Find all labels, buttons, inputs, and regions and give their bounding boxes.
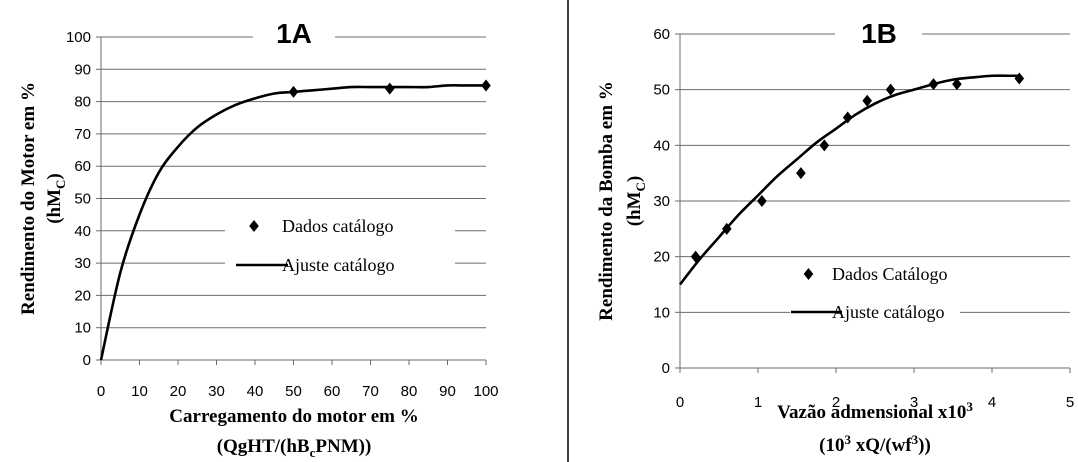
legend-label-dados: Dados Catálogo	[832, 264, 947, 284]
y-tick-label: 0	[662, 360, 670, 377]
data-point-dados-catalogo	[885, 83, 896, 96]
x-axis-label: Carregamento do motor em %	[169, 406, 418, 427]
x-tick-label: 60	[324, 383, 341, 400]
data-point-dados-catalogo	[952, 78, 962, 91]
x-tick-label: 90	[439, 383, 456, 400]
x-tick-label: 80	[401, 383, 418, 400]
legend-label-dados: Dados catálogo	[282, 216, 393, 236]
y-tick-label: 10	[653, 304, 670, 321]
x-axis-label-formula: (QgHT/(hBcPNM))	[217, 436, 372, 460]
legend-label-ajuste: Ajuste catálogo	[282, 255, 394, 275]
y-tick-label: 30	[74, 255, 91, 272]
panel-title: 1A	[276, 18, 312, 49]
y-tick-label: 20	[74, 287, 91, 304]
legend-marker-dados	[803, 268, 814, 280]
chart-panel-1b: 0 10 20 30 40 50 60 0 1 2 3 4 5 1B Dados Catálogo Ajust…	[596, 18, 1074, 456]
y-tick-label: 80	[74, 94, 91, 111]
y-axis-label: Rendimento do Motor em %	[18, 82, 39, 315]
y-tick-label: 70	[74, 126, 91, 143]
data-point-dados-catalogo	[1014, 72, 1025, 85]
x-tick-label: 4	[988, 394, 996, 411]
y-tick-label: 40	[653, 137, 670, 154]
y-tick-label: 50	[74, 191, 91, 208]
x-tick-label: 3	[910, 394, 918, 411]
y-tick-label: 30	[653, 193, 670, 210]
y-tick-label: 10	[74, 320, 91, 337]
x-axis-label: Vazão admensional x103	[777, 399, 973, 423]
y-axis-label-symbol: (hMC)	[624, 176, 648, 227]
y-tick-label: 100	[66, 29, 91, 46]
x-axis-label-formula: (103 xQ/(wf3))	[819, 432, 931, 456]
chart-panel-1a: 0 10 20 30 40 50 60 70 80 90 100 0 10 20 30 40 50 60 70 80 9…	[18, 18, 499, 460]
x-tick-label: 5	[1066, 394, 1074, 411]
legend-marker-dados	[249, 220, 259, 232]
y-tick-label: 60	[653, 26, 670, 43]
y-axis-label: Rendimento da Bomba em %	[596, 81, 617, 321]
x-tick-label: 10	[131, 383, 148, 400]
x-tick-label: 70	[362, 383, 379, 400]
y-tick-label: 20	[653, 249, 670, 266]
panel-title: 1B	[861, 18, 897, 49]
data-point-dados-catalogo	[862, 94, 872, 107]
y-axis-label-symbol: (hMC)	[44, 173, 68, 224]
x-tick-label: 40	[247, 383, 264, 400]
data-point-dados-catalogo	[819, 139, 830, 152]
x-tick-label: 20	[170, 383, 187, 400]
x-tick-label: 30	[208, 383, 225, 400]
x-tick-label: 0	[97, 383, 105, 400]
legend-label-ajuste: Ajuste catálogo	[832, 302, 944, 322]
x-tick-label: 50	[285, 383, 302, 400]
x-tick-label: 1	[754, 394, 762, 411]
y-tick-label: 50	[653, 82, 670, 99]
series-line-ajuste-catalogo	[99, 84, 486, 361]
data-point-dados-catalogo	[757, 195, 767, 207]
series-line-ajuste-catalogo	[678, 74, 1020, 286]
y-tick-label: 40	[74, 223, 91, 240]
data-point-dados-catalogo	[384, 82, 395, 95]
y-tick-label: 0	[83, 352, 91, 369]
y-tick-label: 60	[74, 158, 91, 175]
data-point-dados-catalogo	[796, 167, 806, 180]
x-tick-label: 0	[676, 394, 684, 411]
x-tick-label: 2	[832, 394, 840, 411]
x-tick-label: 100	[473, 383, 498, 400]
y-tick-label: 90	[74, 61, 91, 78]
